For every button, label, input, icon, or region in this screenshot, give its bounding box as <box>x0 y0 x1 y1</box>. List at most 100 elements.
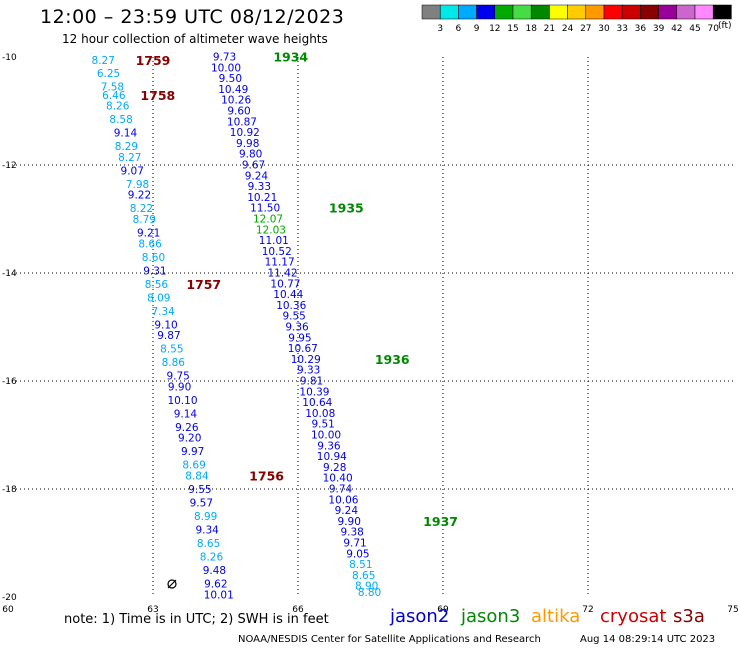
y-tick-label: -12 <box>2 161 17 171</box>
time-label: 1756 <box>249 469 284 484</box>
legend-jason2: jason2 <box>390 606 450 627</box>
y-tick-label: -18 <box>2 485 17 495</box>
swh-value: 8.60 <box>142 252 165 264</box>
swh-value: 9.36 <box>317 440 341 452</box>
color-swatch <box>512 4 532 20</box>
swh-value: 9.97 <box>181 446 204 458</box>
swh-value: 8.51 <box>349 559 372 571</box>
swh-value: 11.17 <box>265 257 295 269</box>
y-tick-label: -14 <box>2 269 17 279</box>
time-label: 1936 <box>375 352 410 367</box>
swh-value: 9.05 <box>346 548 369 560</box>
swh-value: 9.67 <box>242 159 265 171</box>
color-swatch <box>530 4 550 20</box>
map-glyph-icon <box>167 579 177 589</box>
swh-value: 10.64 <box>302 397 332 409</box>
swh-value: 9.50 <box>219 73 242 85</box>
legend-cryosat: cryosat <box>600 606 667 627</box>
color-scale-label: 3 <box>437 24 443 34</box>
swh-value: 8.22 <box>130 203 153 215</box>
swh-value: 6.46 <box>102 90 126 102</box>
color-scale-label: 21 <box>544 24 555 34</box>
color-scale-label: 70 <box>707 24 719 34</box>
color-swatch <box>476 4 496 20</box>
swh-value: 11.50 <box>250 203 280 215</box>
swh-value: 8.65 <box>352 570 375 582</box>
swh-value: 10.49 <box>218 84 248 96</box>
swh-value: 9.33 <box>248 181 271 193</box>
color-scale-label: 36 <box>635 24 647 34</box>
swh-value: 8.84 <box>185 471 209 483</box>
grid <box>8 57 733 597</box>
y-tick-label: -10 <box>2 53 17 63</box>
color-swatch <box>421 4 441 20</box>
swh-value: 10.92 <box>230 127 260 139</box>
x-tick-label: 60 <box>2 605 14 615</box>
y-tick-label: -16 <box>2 377 17 387</box>
swh-value: 10.29 <box>291 354 321 366</box>
axis-ticks: 60 63 66 69 72 75 -10 -12 -14 -16 -18 -20 <box>2 53 739 615</box>
swh-value: 9.28 <box>323 462 346 474</box>
color-swatch <box>621 4 641 20</box>
swh-value: 9.90 <box>338 516 361 528</box>
swh-value: 9.07 <box>121 165 144 177</box>
swh-value: 10.77 <box>270 278 300 290</box>
swh-value: 9.73 <box>213 51 236 63</box>
swh-value: 9.36 <box>285 321 309 333</box>
legend-jason3: jason3 <box>461 606 521 627</box>
swh-value: 8.99 <box>194 511 217 523</box>
swh-value: 8.29 <box>115 141 138 153</box>
swh-value: 9.51 <box>311 419 334 431</box>
swh-value: 7.58 <box>101 82 124 94</box>
swh-value: 10.40 <box>323 473 353 485</box>
swh-value: 10.87 <box>227 116 257 128</box>
swh-value: 9.34 <box>195 525 219 537</box>
swh-value: 9.24 <box>245 170 269 182</box>
x-tick-label: 72 <box>582 605 593 615</box>
y-tick-label: -20 <box>2 593 17 603</box>
color-swatch <box>658 4 678 20</box>
swh-value: 9.14 <box>114 128 138 140</box>
time-labels: 1759 1758 1757 1756 1934 1935 1936 1937 <box>136 49 458 528</box>
swh-value: 12.07 <box>253 213 283 225</box>
swh-value: 9.87 <box>157 330 180 342</box>
swh-value: 9.60 <box>227 105 250 117</box>
swh-value: 9.62 <box>204 579 227 591</box>
swh-value: 10.21 <box>247 192 277 204</box>
swh-value: 9.75 <box>166 371 189 383</box>
swh-value: 10.06 <box>328 494 358 506</box>
swh-value: 7.98 <box>126 179 149 191</box>
color-swatch <box>603 4 623 20</box>
swh-value: 8.55 <box>160 344 183 356</box>
color-scale-bar: 3 6 9 12 15 18 21 24 27 30 33 36 39 42 45 70 <box>421 4 732 34</box>
swh-value: 9.55 <box>188 484 211 496</box>
chart-title: 12:00 – 23:59 UTC 08/12/2023 <box>40 6 345 28</box>
swh-value: 10.52 <box>262 246 292 258</box>
swh-value: 10.01 <box>204 589 234 601</box>
time-label: 1758 <box>140 88 175 103</box>
footer-timestamp: Aug 14 08:29:14 UTC 2023 <box>580 634 716 645</box>
swh-value: 9.21 <box>137 228 160 240</box>
swh-value: 8.56 <box>145 279 169 291</box>
swh-value: 9.31 <box>143 265 166 277</box>
swh-value: 12.03 <box>256 224 286 236</box>
swh-value: 8.65 <box>197 538 220 550</box>
swh-value: 8.26 <box>106 101 130 113</box>
x-tick-label: 75 <box>727 605 738 615</box>
swh-value: 10.39 <box>299 386 329 398</box>
color-scale-label: 12 <box>489 24 500 34</box>
swh-value: 10.94 <box>317 451 347 463</box>
color-scale-label: 30 <box>598 24 610 34</box>
color-scale-label: 9 <box>474 24 480 34</box>
color-swatch <box>458 4 477 20</box>
swh-value: 8.90 <box>355 581 378 593</box>
swh-value: 8.26 <box>200 552 224 564</box>
swh-value: 8.86 <box>162 357 186 369</box>
footer-credit: NOAA/NESDIS Center for Satellite Applica… <box>238 634 541 645</box>
color-swatch <box>549 4 568 20</box>
color-swatch <box>439 4 459 20</box>
swh-value: 9.14 <box>174 408 198 420</box>
swh-value: 8.27 <box>92 55 115 67</box>
time-label: 1757 <box>186 277 221 292</box>
swh-value: 6.25 <box>97 68 120 80</box>
